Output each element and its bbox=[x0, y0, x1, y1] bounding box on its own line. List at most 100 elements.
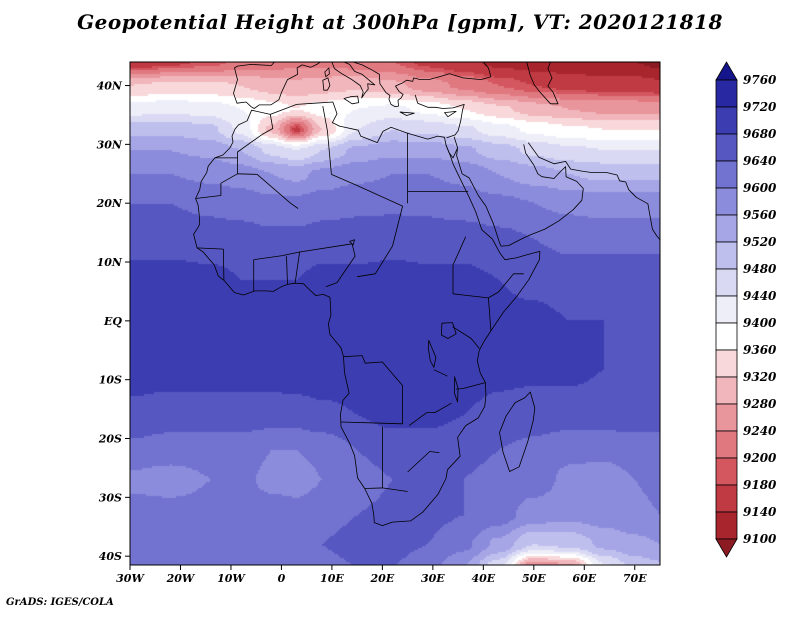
sardinia-outline bbox=[322, 77, 331, 91]
sicily-outline bbox=[343, 95, 360, 105]
country-border-line bbox=[331, 174, 403, 207]
colorbar-segment bbox=[715, 376, 738, 405]
lat-tick-label: 40N bbox=[97, 80, 123, 93]
lat-tick-label: 20N bbox=[96, 197, 123, 210]
colorbar-label: 9140 bbox=[743, 505, 777, 519]
colorbar-segment bbox=[715, 349, 738, 378]
country-border-line bbox=[392, 206, 403, 247]
colorbar-label: 9320 bbox=[743, 370, 777, 384]
iberia-france-coast-outline bbox=[233, 62, 321, 109]
colorbar-label: 9560 bbox=[743, 208, 777, 222]
colorbar-segment bbox=[715, 484, 738, 513]
chart-title: Geopotential Height at 300hPa [gpm], VT:… bbox=[77, 10, 723, 34]
colorbar-label: 9400 bbox=[743, 316, 777, 330]
country-border-line bbox=[223, 249, 225, 281]
lat-tick-label: 10S bbox=[99, 374, 122, 387]
colorbar-label: 9520 bbox=[743, 235, 777, 249]
lon-tick-label: 10W bbox=[217, 572, 246, 585]
colorbar-segment bbox=[715, 430, 738, 459]
plot-frame bbox=[129, 61, 661, 566]
country-border-line bbox=[453, 136, 458, 149]
field-canvas bbox=[130, 62, 660, 565]
colorbar-label: 9680 bbox=[743, 127, 777, 141]
lake-malawi-outline bbox=[454, 376, 459, 403]
lon-tick-label: 30E bbox=[421, 572, 445, 585]
country-border-line bbox=[452, 236, 467, 294]
lon-tick-label: 60E bbox=[572, 572, 596, 585]
colorbar-label: 9720 bbox=[743, 100, 777, 114]
colorbar-segment bbox=[715, 295, 738, 324]
lat-tick-label: 10N bbox=[97, 256, 123, 269]
lon-tick-label: 0 bbox=[278, 572, 286, 585]
colorbar-segment bbox=[715, 322, 738, 351]
credit-text: GrADS: IGES/COLA bbox=[6, 597, 114, 608]
lon-tick-label: 30W bbox=[116, 572, 145, 585]
lon-tick-label: 10E bbox=[320, 572, 344, 585]
colorbar-label: 9360 bbox=[743, 343, 777, 357]
country-border-line bbox=[237, 173, 299, 209]
madagascar-outline bbox=[499, 391, 536, 472]
colorbar-segment bbox=[715, 511, 738, 540]
country-border-line bbox=[488, 273, 524, 299]
iran-india-coast-outline bbox=[527, 142, 660, 240]
corsica-outline bbox=[324, 67, 330, 78]
country-border-line bbox=[364, 487, 408, 492]
country-border-line bbox=[408, 402, 452, 426]
country-border-line bbox=[452, 326, 480, 349]
lake-chad-outline bbox=[349, 239, 355, 246]
italy-coast-outline bbox=[331, 62, 376, 99]
country-border-line bbox=[488, 297, 492, 331]
africa-coast-outline bbox=[193, 101, 541, 526]
country-border-line bbox=[286, 256, 288, 285]
colorbar-segment bbox=[715, 241, 738, 270]
colorbar-segment bbox=[715, 79, 738, 108]
lat-tick-label: EQ bbox=[103, 315, 122, 328]
lon-tick-label: 20W bbox=[166, 572, 196, 585]
country-border-line bbox=[456, 382, 486, 390]
sinai-arabia-coast-outline bbox=[445, 144, 584, 247]
colorbar-segment bbox=[715, 457, 738, 486]
country-border-line bbox=[197, 247, 224, 250]
country-border-line bbox=[195, 157, 238, 199]
country-border-line bbox=[407, 451, 440, 473]
colorbar-label: 9440 bbox=[743, 289, 777, 303]
country-border-line bbox=[357, 245, 393, 278]
country-border-line bbox=[433, 369, 448, 377]
country-border-line bbox=[452, 293, 489, 299]
lat-tick-label: 20S bbox=[98, 433, 122, 446]
balkans-greece-blacksea-coast-outline bbox=[352, 62, 492, 108]
lat-tick-label: 30N bbox=[97, 138, 123, 151]
lake-tanganyika-outline bbox=[427, 339, 437, 368]
country-border-line bbox=[343, 355, 403, 386]
caspian-coast-outline bbox=[526, 62, 559, 105]
colorbar-arrow-top bbox=[715, 61, 738, 81]
colorbar-segment bbox=[715, 268, 738, 297]
colorbar-label: 9240 bbox=[743, 424, 777, 438]
colorbar-label: 9760 bbox=[743, 73, 777, 87]
colorbar-label: 9100 bbox=[743, 532, 777, 546]
country-border-line bbox=[322, 106, 332, 175]
axes: 40N 30N 20N 10N EQ 10S 20S 30S 40S 30W 20W 10W 0 10E 2… bbox=[96, 80, 648, 585]
colorbar-label: 9600 bbox=[743, 181, 777, 195]
country-border-line bbox=[253, 255, 283, 261]
lake-victoria-outline bbox=[441, 322, 457, 339]
country-border-line bbox=[325, 243, 356, 288]
colorbar-segment bbox=[715, 187, 738, 216]
colorbar-segment bbox=[715, 403, 738, 432]
colorbar: 9760 9720 9680 9640 9600 9560 9520 9480 9440 9400… bbox=[715, 61, 777, 558]
lon-tick-label: 50E bbox=[522, 572, 546, 585]
colorbar-label: 9180 bbox=[743, 478, 777, 492]
colorbar-segment bbox=[715, 214, 738, 243]
country-border-line bbox=[294, 251, 300, 284]
turkey-levant-coast-outline bbox=[414, 94, 465, 139]
colorbar-label: 9480 bbox=[743, 262, 777, 276]
colorbar-label: 9640 bbox=[743, 154, 777, 168]
country-border-line bbox=[237, 114, 274, 158]
colorbar-segment bbox=[715, 160, 738, 189]
colorbar-segment bbox=[715, 133, 738, 162]
lat-tick-label: 30S bbox=[99, 491, 122, 504]
colorbar-segment bbox=[715, 106, 738, 135]
map-outlines bbox=[193, 62, 660, 526]
